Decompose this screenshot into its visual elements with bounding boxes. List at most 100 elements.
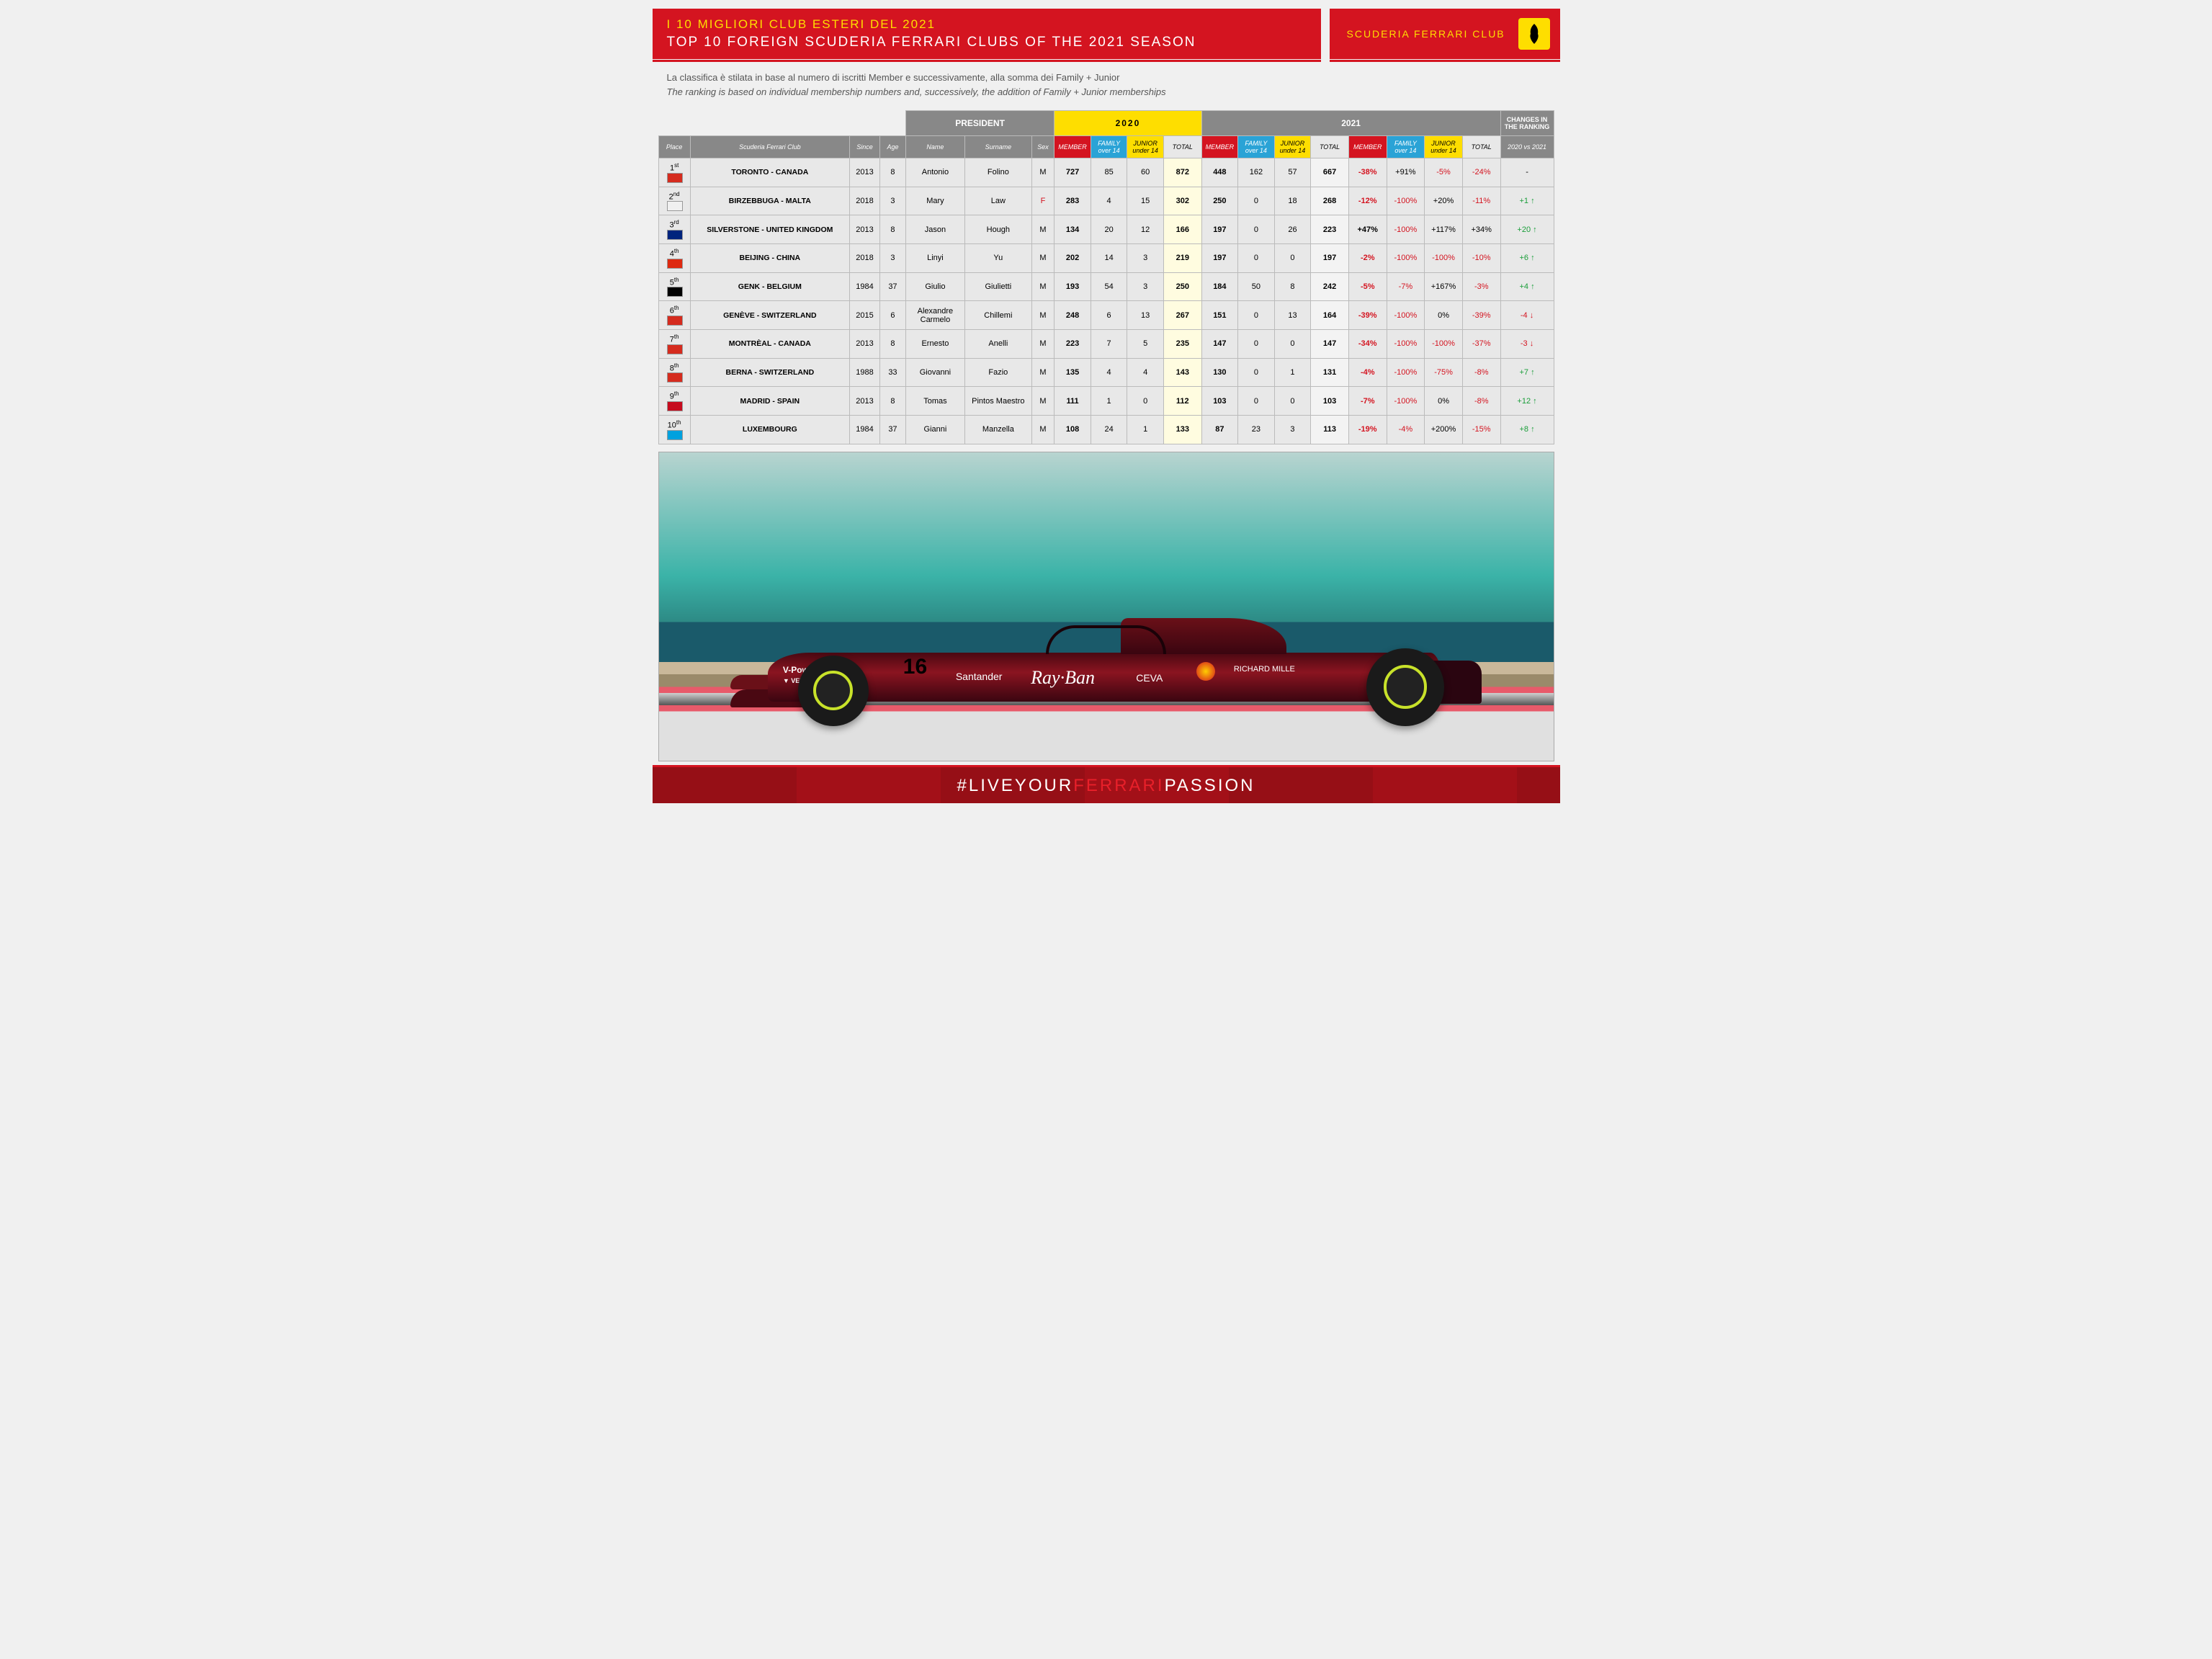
cell-delta-family: -100% [1387,329,1425,358]
cell-delta-member: -34% [1348,329,1387,358]
brand-bar: SCUDERIA FERRARI CLUB [1330,9,1560,59]
cell-rank-change: +8 [1500,415,1554,444]
brand-text: SCUDERIA FERRARI CLUB [1347,28,1505,40]
cell-sex: M [1031,243,1054,272]
cell-name: Giulio [905,272,964,301]
subtitle-english: The ranking is based on individual membe… [667,85,1546,99]
cell-delta-member: -4% [1348,358,1387,387]
cell-place: 6th [658,301,690,330]
cell-2020-total: 250 [1163,272,1201,301]
hero-image: 16 V-Power▼ VELAS Santander Ray·Ban CEVA… [658,452,1554,761]
table-row: 6th GENÈVE - SWITZERLAND20156Alexandre C… [658,301,1554,330]
cell-2020-junior: 0 [1127,387,1164,416]
cell-2021-member: 87 [1201,415,1238,444]
cell-delta-family: -100% [1387,243,1425,272]
column-header-row: Place Scuderia Ferrari Club Since Age Na… [658,136,1554,158]
cell-2020-total: 235 [1163,329,1201,358]
hashtag: #LIVEYOURFERRARIPASSION [957,776,1255,795]
cell-delta-family: -100% [1387,358,1425,387]
cell-delta-family: -7% [1387,272,1425,301]
subtitle: La classifica è stilata in base al numer… [653,66,1560,110]
cell-delta-junior: 0% [1425,387,1463,416]
cell-2020-junior: 4 [1127,358,1164,387]
cell-2021-junior: 0 [1274,329,1311,358]
cell-surname: Pintos Maestro [965,387,1032,416]
col-2020-member: MEMBER [1054,136,1091,158]
cell-age: 33 [880,358,906,387]
cell-2021-family: 0 [1238,215,1275,244]
cell-2020-junior: 15 [1127,187,1164,215]
cell-2020-junior: 5 [1127,329,1164,358]
cell-name: Ernesto [905,329,964,358]
cell-sex: M [1031,358,1054,387]
cell-2021-junior: 18 [1274,187,1311,215]
cell-2020-member: 108 [1054,415,1091,444]
col-2020-family: FAMILY over 14 [1091,136,1127,158]
cell-delta-junior: +200% [1425,415,1463,444]
footer: #LIVEYOURFERRARIPASSION [653,767,1560,803]
cell-2020-junior: 3 [1127,272,1164,301]
col-2021-junior: JUNIOR under 14 [1274,136,1311,158]
cell-2021-junior: 1 [1274,358,1311,387]
cell-2021-family: 0 [1238,301,1275,330]
cell-delta-family: -100% [1387,301,1425,330]
cell-2021-family: 0 [1238,329,1275,358]
cell-2021-member: 130 [1201,358,1238,387]
cell-place: 8th [658,358,690,387]
cell-2020-family: 54 [1091,272,1127,301]
cell-2020-member: 135 [1054,358,1091,387]
cell-club: BIRZEBBUGA - MALTA [690,187,849,215]
cell-since: 2018 [849,243,879,272]
cell-name: Tomas [905,387,964,416]
cell-rank-change: -3 [1500,329,1554,358]
cell-2021-family: 0 [1238,243,1275,272]
cell-2020-member: 193 [1054,272,1091,301]
cell-delta-family: -4% [1387,415,1425,444]
cell-sex: M [1031,329,1054,358]
cell-2020-junior: 1 [1127,415,1164,444]
cell-since: 1984 [849,415,879,444]
col-delta-family: FAMILY over 14 [1387,136,1425,158]
cell-club: MADRID - SPAIN [690,387,849,416]
cell-delta-member: -12% [1348,187,1387,215]
cell-2021-family: 50 [1238,272,1275,301]
cell-2021-family: 0 [1238,358,1275,387]
cell-age: 8 [880,387,906,416]
front-wheel [798,656,869,726]
cell-age: 3 [880,187,906,215]
cell-2020-member: 202 [1054,243,1091,272]
cell-place: 2nd [658,187,690,215]
cell-rank-change: +12 [1500,387,1554,416]
cell-2021-total: 223 [1311,215,1349,244]
cell-rank-change: +1 [1500,187,1554,215]
cell-2020-total: 166 [1163,215,1201,244]
cell-2021-junior: 13 [1274,301,1311,330]
cell-2021-family: 0 [1238,187,1275,215]
cell-delta-junior: +167% [1425,272,1463,301]
group-2021: 2021 [1201,111,1500,136]
hashtag-mid: FERRARI [1073,776,1164,795]
cell-delta-member: -5% [1348,272,1387,301]
cell-surname: Law [965,187,1032,215]
cell-2020-total: 143 [1163,358,1201,387]
cell-2020-family: 1 [1091,387,1127,416]
cell-surname: Fazio [965,358,1032,387]
cell-since: 1984 [849,272,879,301]
col-delta-junior: JUNIOR under 14 [1425,136,1463,158]
cell-place: 9th [658,387,690,416]
cell-2020-member: 283 [1054,187,1091,215]
cell-delta-total: -11% [1462,187,1500,215]
cell-club: BEIJING - CHINA [690,243,849,272]
hashtag-pre: #LIVEYOUR [957,776,1074,795]
cell-since: 2013 [849,329,879,358]
col-since: Since [849,136,879,158]
cell-2020-total: 133 [1163,415,1201,444]
cell-club: TORONTO - CANADA [690,158,849,187]
cell-rank-change: +4 [1500,272,1554,301]
cell-club: GENÈVE - SWITZERLAND [690,301,849,330]
cell-delta-family: +91% [1387,158,1425,187]
cell-delta-member: +47% [1348,215,1387,244]
cell-age: 8 [880,215,906,244]
halo [1046,625,1166,654]
cell-2021-member: 197 [1201,215,1238,244]
